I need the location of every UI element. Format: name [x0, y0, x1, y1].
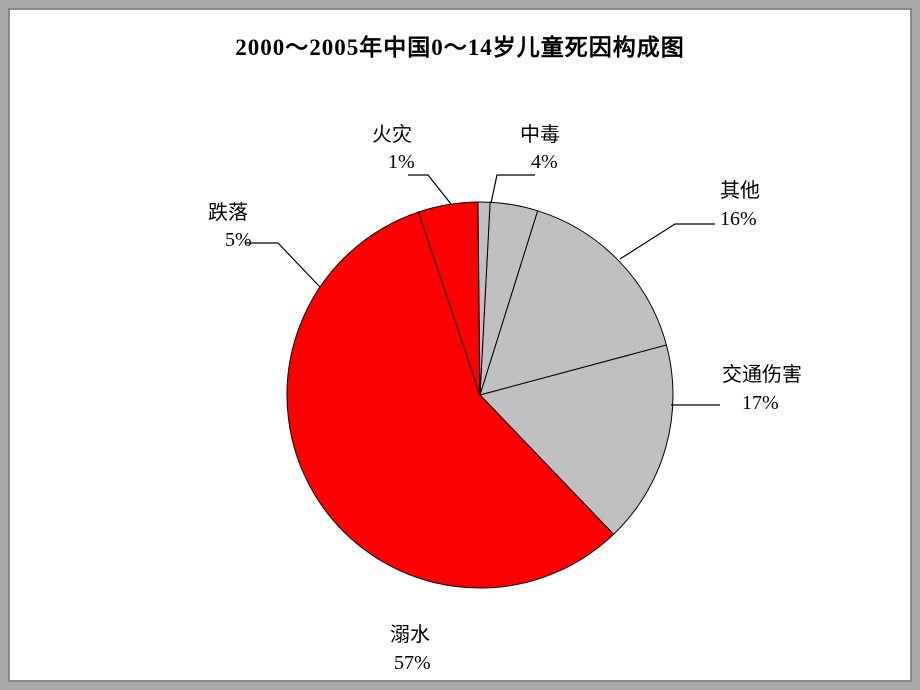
chart-area: 中毒4% 其他16% 交通伤害17% 溺水57% 跌落5% 火灾1%	[10, 80, 910, 680]
slice-label-percent: 5%	[225, 227, 252, 254]
pie-chart	[285, 200, 675, 590]
slice-label-name: 跌落	[208, 200, 248, 227]
slice-label-percent: 57%	[394, 650, 431, 677]
slice-label-name: 交通伤害	[722, 362, 802, 389]
slice-label-name: 中毒	[520, 122, 560, 149]
chart-title: 2000～2005年中国0～14岁儿童死因构成图	[10, 28, 910, 62]
slice-label-name: 溺水	[390, 622, 430, 649]
slice-label-name: 火灾	[372, 122, 412, 149]
slice-label-percent: 1%	[388, 149, 415, 176]
chart-frame: 2000～2005年中国0～14岁儿童死因构成图 中毒4% 其他16% 交通伤害17…	[8, 8, 912, 682]
slice-label-name: 其他	[720, 178, 760, 205]
slice-label-percent: 17%	[742, 390, 779, 417]
slice-label-percent: 16%	[720, 206, 757, 233]
leader-line	[491, 175, 535, 203]
slice-label-percent: 4%	[531, 149, 558, 176]
